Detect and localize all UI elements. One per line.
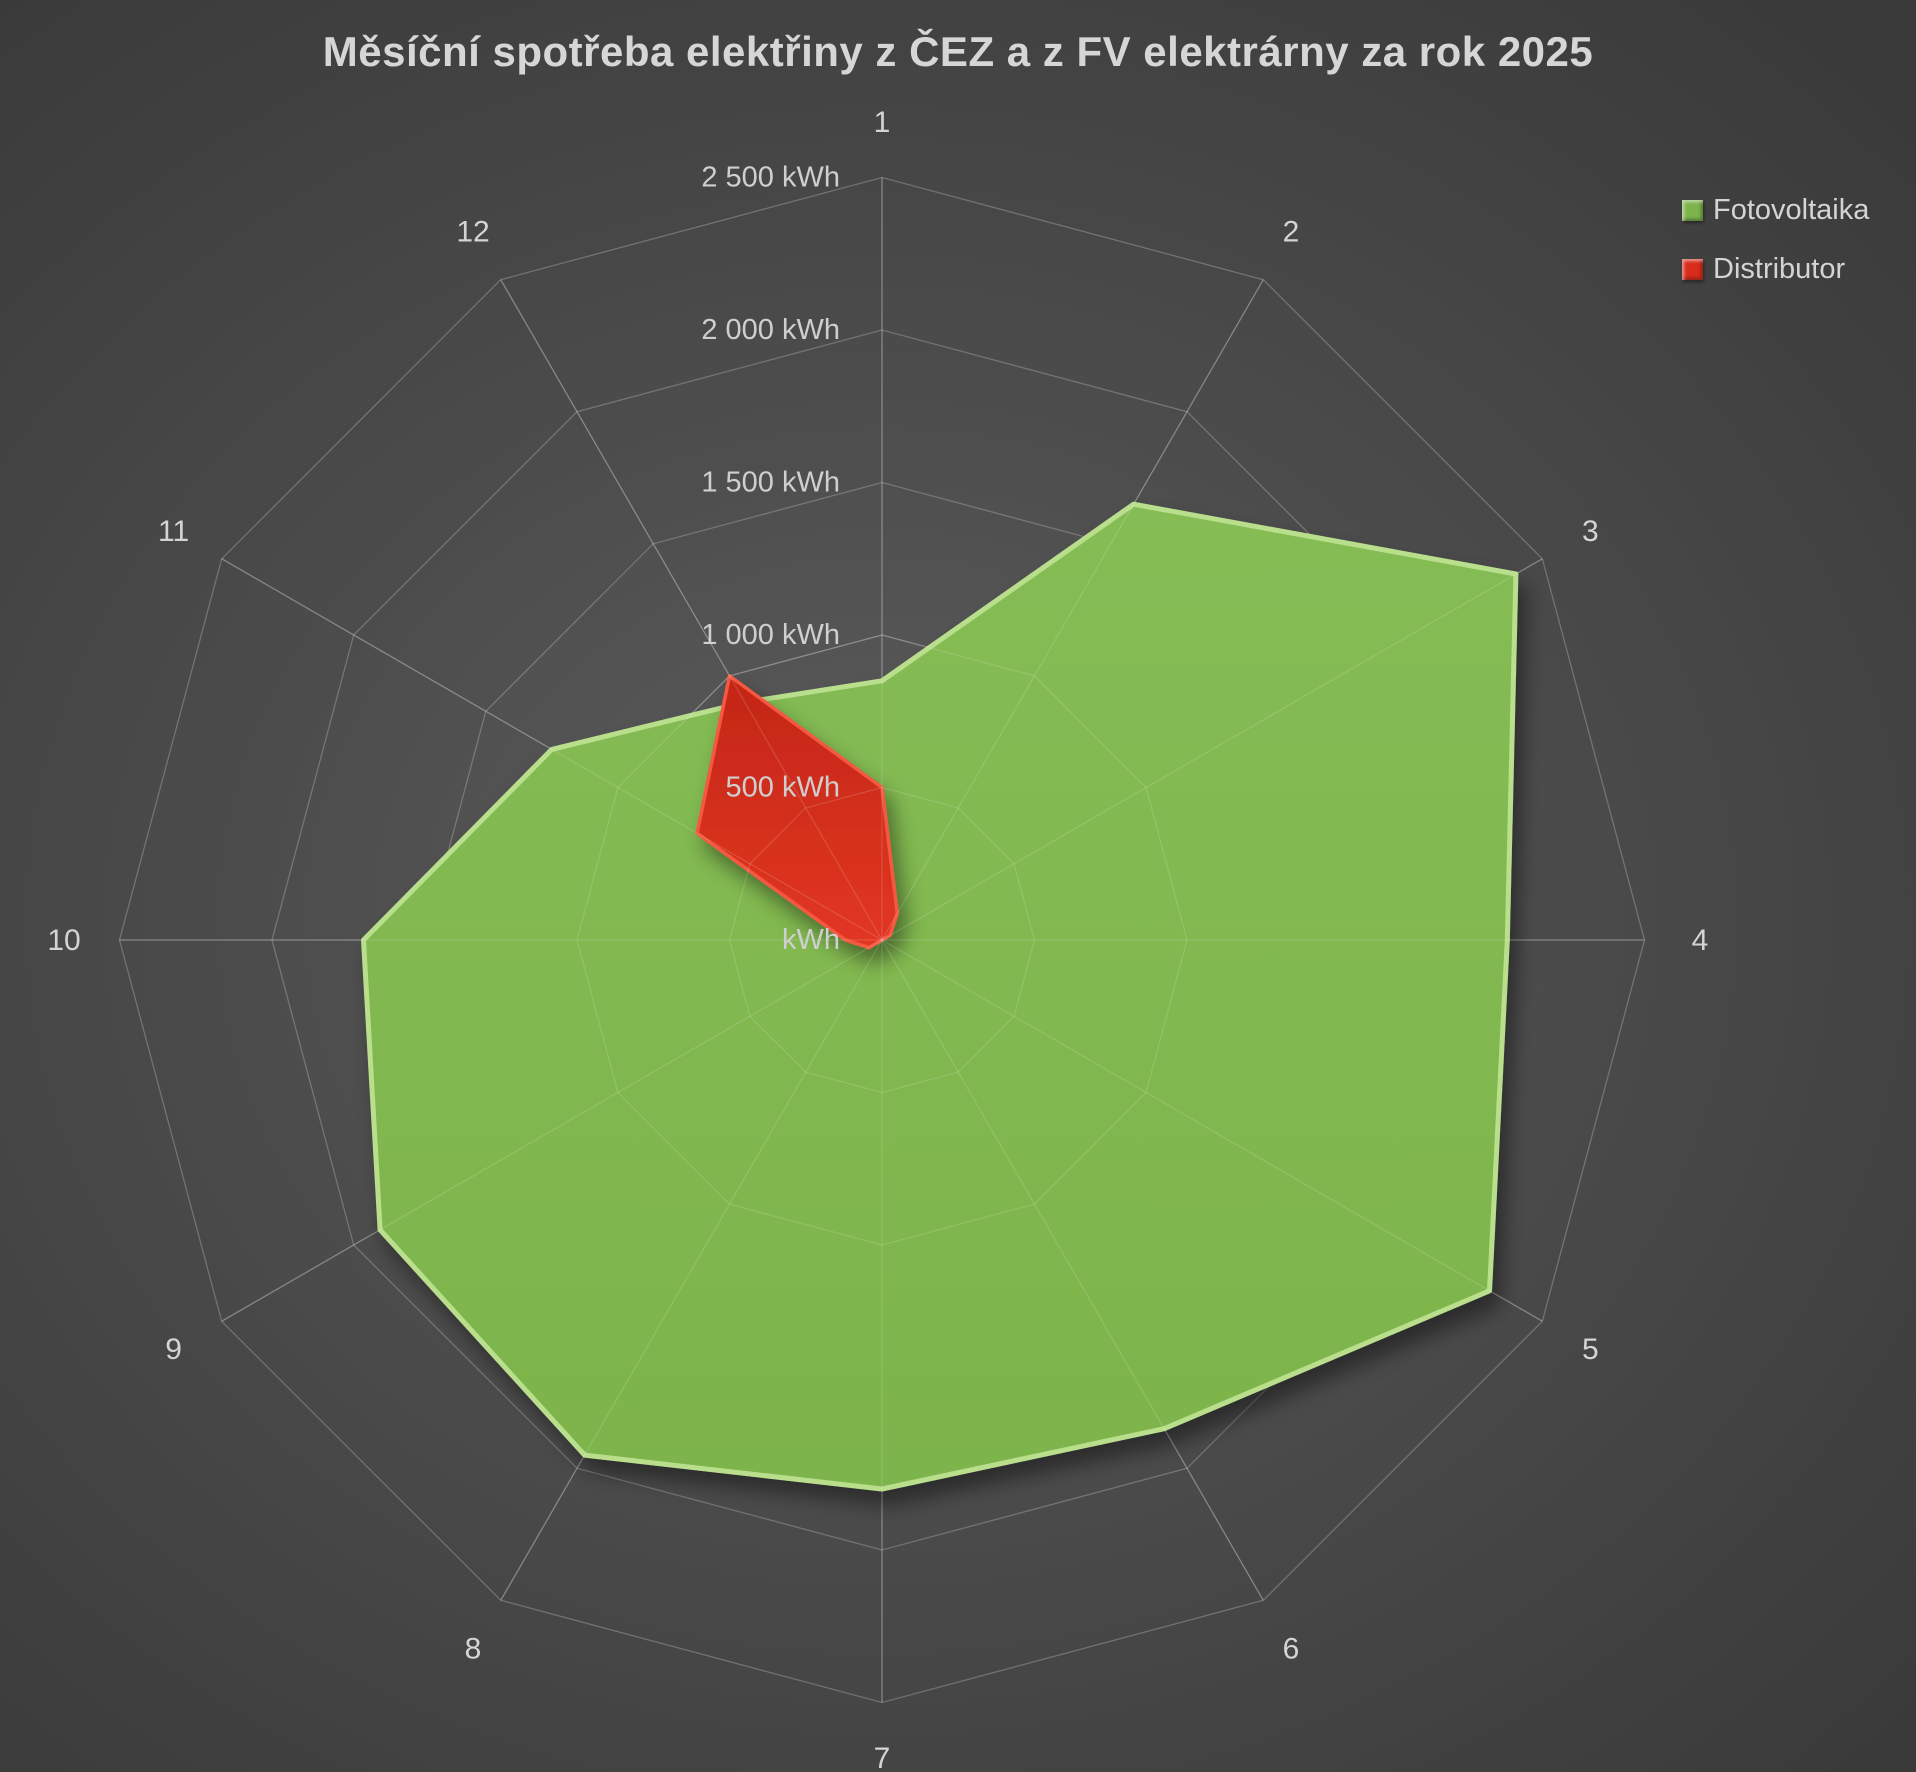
value-axis-tick-label: 2 000 kWh (701, 314, 840, 346)
fotovoltaika-swatch-icon (1682, 200, 1703, 221)
grid-ring-overlay (576, 634, 1188, 1246)
grid-ring-overlay (728, 786, 1036, 1094)
category-label-month-4: 4 (1692, 924, 1709, 957)
category-label-month-8: 8 (465, 1632, 482, 1665)
category-label-month-11: 11 (158, 515, 189, 548)
value-axis-tick-label: 1 500 kWh (701, 467, 840, 499)
category-label-month-2: 2 (1283, 216, 1300, 249)
series-polygon-distributor[interactable] (695, 674, 900, 950)
radar-grid-overlay (119, 177, 1645, 1703)
chart-title: Měsíční spotřeba elektřiny z ČEZ a z FV … (322, 28, 1594, 75)
legend-item-distributor[interactable]: Distributor (1682, 255, 1869, 284)
grid-spoke-overlay (881, 279, 1264, 941)
value-axis-tick-label: kWh (782, 924, 840, 956)
category-label-month-10: 10 (47, 924, 80, 957)
grid-spoke-overlay (221, 558, 883, 941)
category-label-month-3: 3 (1582, 515, 1599, 548)
legend-label: Fotovoltaika (1713, 194, 1870, 226)
value-axis-tick-label: 1 000 kWh (701, 619, 840, 651)
category-label-month-12: 12 (456, 216, 489, 249)
grid-spoke-overlay (500, 939, 883, 1601)
value-axis-tick-label: 2 500 kWh (701, 162, 840, 194)
chart-legend: Fotovoltaika Distributor (1682, 196, 1869, 284)
legend-label: Distributor (1713, 253, 1846, 285)
series-polygon-fotovoltaika[interactable] (361, 501, 1519, 1492)
value-axis-tick-label: 500 kWh (726, 772, 840, 804)
category-label-month-5: 5 (1582, 1333, 1599, 1366)
category-label-month-9: 9 (165, 1333, 182, 1366)
category-label-month-6: 6 (1283, 1632, 1300, 1665)
grid-ring (118, 176, 1646, 1704)
grid-spoke-overlay (881, 939, 1264, 1601)
grid-spoke-overlay (881, 558, 1543, 941)
category-label-month-7: 7 (874, 1742, 891, 1772)
category-label-month-1: 1 (874, 106, 891, 139)
distributor-swatch-icon (1682, 259, 1703, 280)
grid-spoke-overlay (221, 939, 883, 1322)
legend-item-fotovoltaika[interactable]: Fotovoltaika (1682, 196, 1869, 225)
grid-spoke-overlay (881, 939, 1543, 1322)
grid-spoke-overlay (500, 279, 883, 941)
